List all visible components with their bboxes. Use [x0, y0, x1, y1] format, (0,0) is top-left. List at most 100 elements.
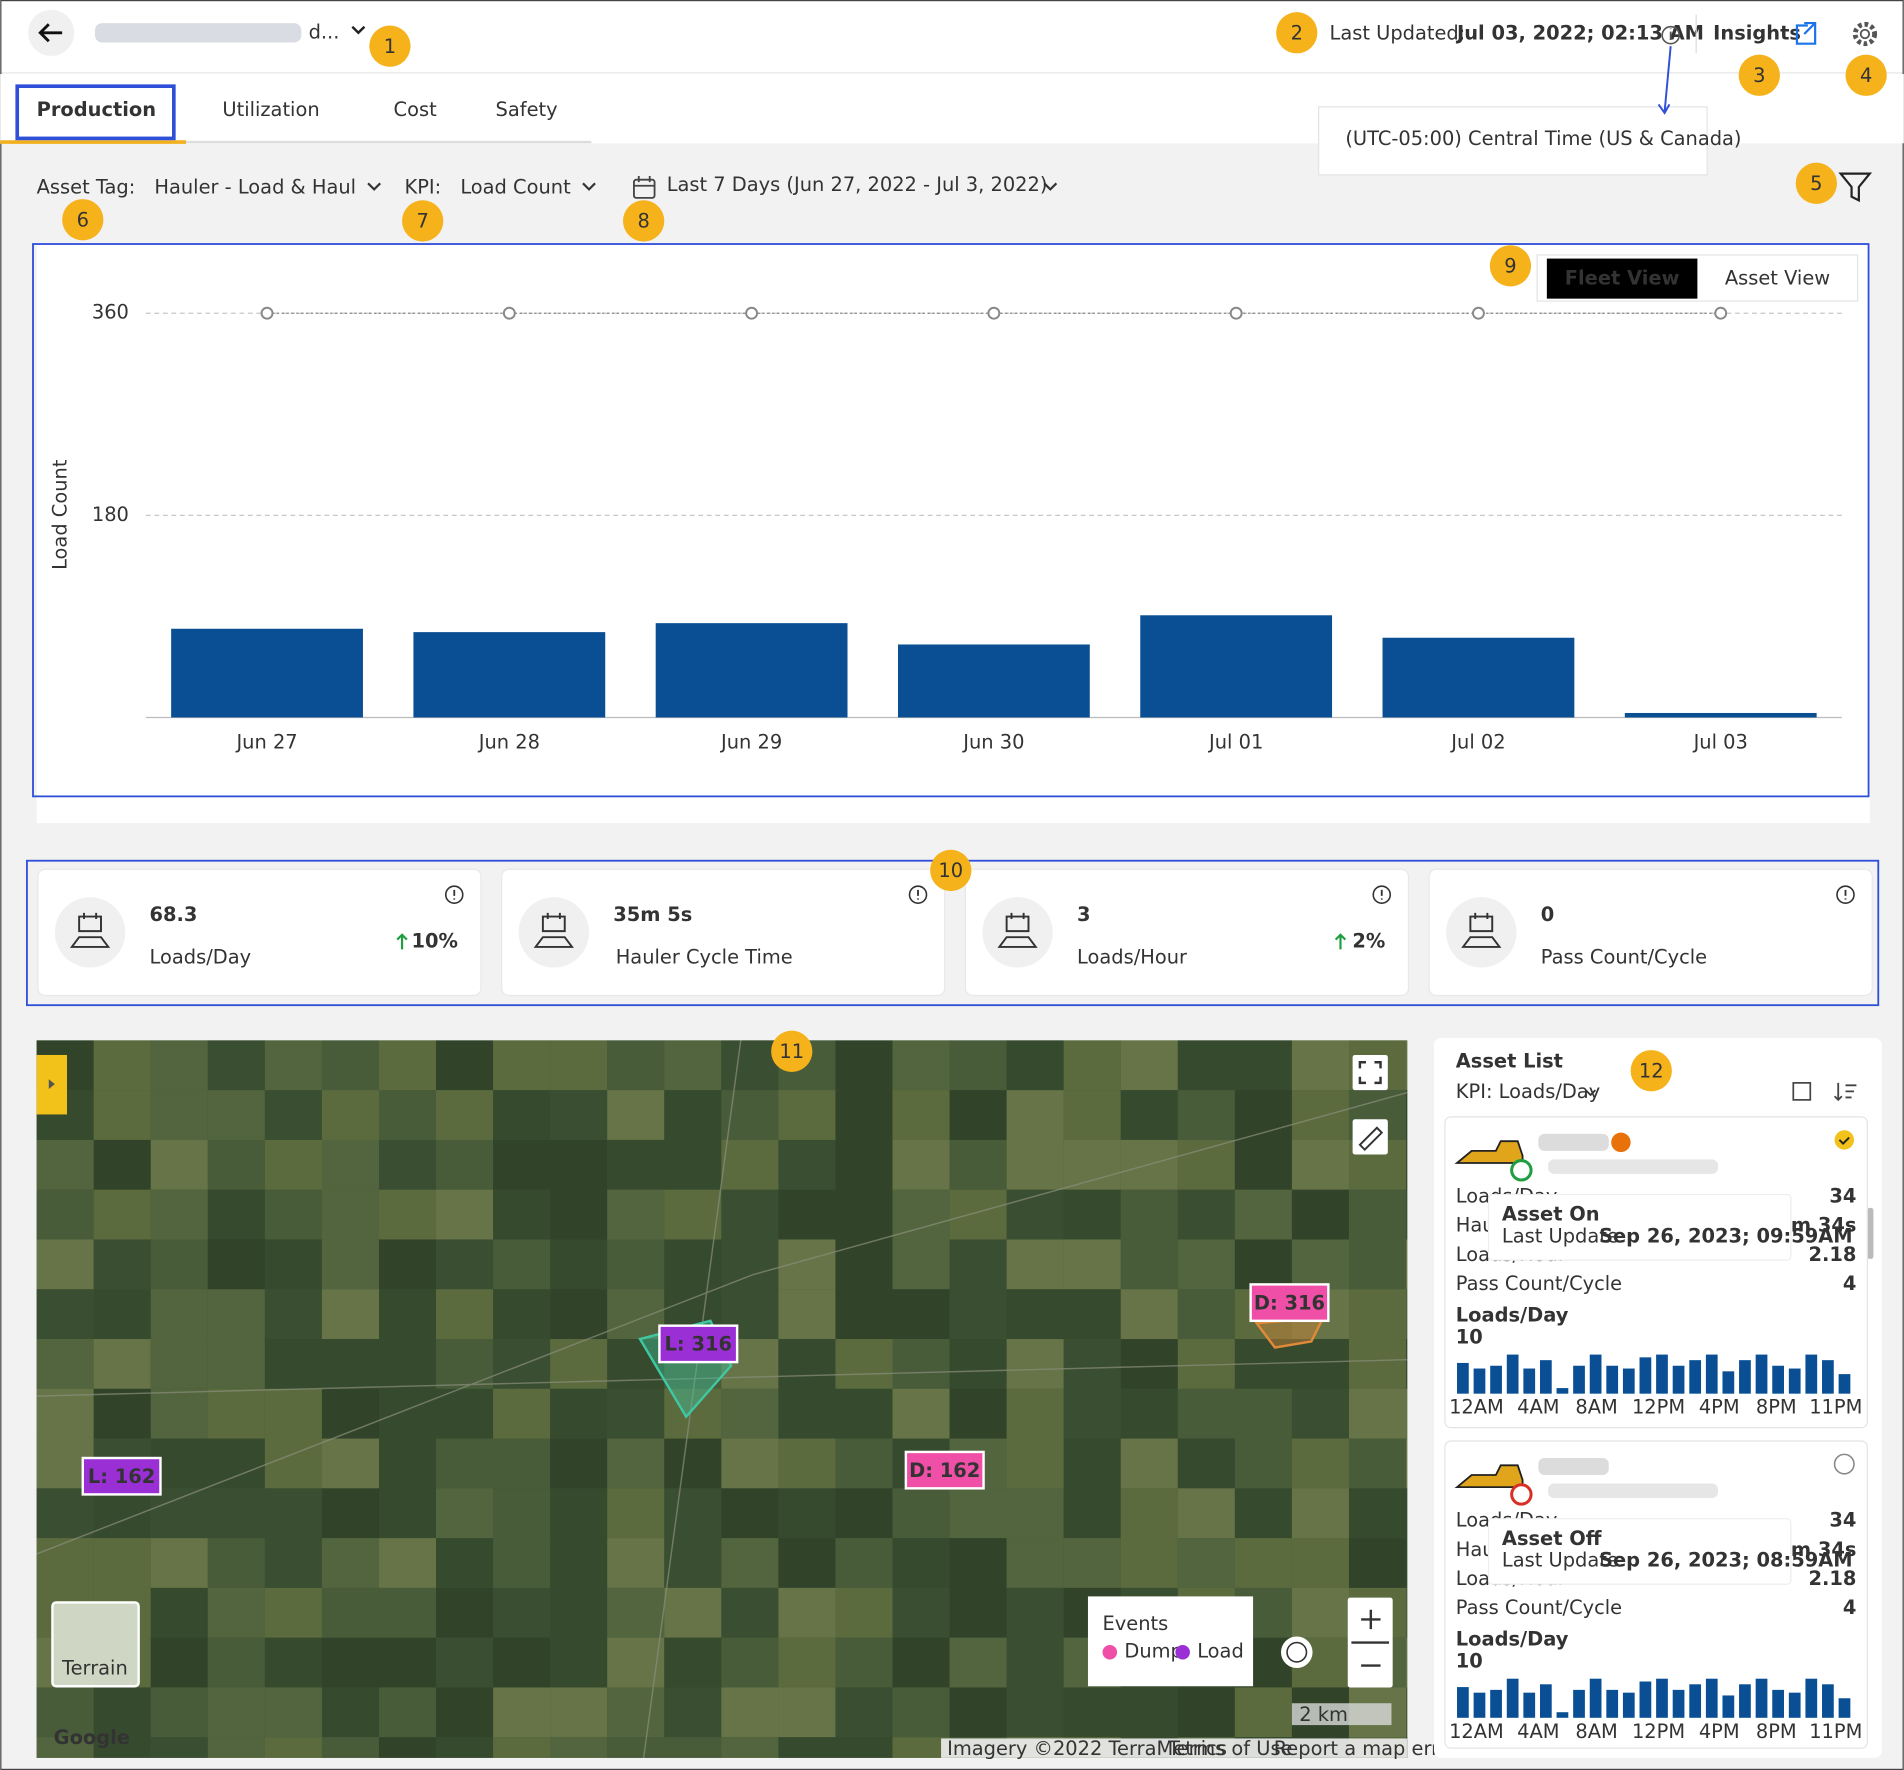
map-tile	[93, 1289, 151, 1340]
spark-bar	[1523, 1692, 1536, 1718]
map-tile	[321, 1239, 379, 1290]
spark-x-label: 4AM	[1517, 1396, 1559, 1419]
map-tile	[778, 1090, 836, 1140]
map-tile	[36, 1139, 94, 1190]
map-tile	[892, 1538, 950, 1588]
settings-icon[interactable]	[1852, 21, 1878, 47]
callout-number: 8	[637, 210, 649, 233]
map-info[interactable]	[1280, 1636, 1313, 1669]
asset-tag[interactable]: Hauler - Load & Haul	[154, 176, 356, 199]
toggle-option[interactable]: Asset View	[1725, 267, 1830, 290]
map-tile	[93, 1040, 151, 1091]
terrain-button[interactable]	[51, 1601, 140, 1688]
x-tick-label: Jul 03	[1693, 730, 1748, 753]
callout-number: 10	[938, 859, 963, 882]
map-button[interactable]	[1352, 1119, 1388, 1155]
map-tile	[378, 1737, 437, 1758]
map-tile	[36, 1339, 94, 1389]
map-tile	[1177, 1090, 1235, 1140]
asset-list-kpi[interactable]: KPI: Loads/Day	[1456, 1080, 1600, 1103]
map-tile	[550, 1737, 608, 1758]
map-tile	[1291, 1189, 1349, 1240]
filter-icon[interactable]	[1838, 172, 1873, 203]
date-range[interactable]: Last 7 Days (Jun 27, 2022 - Jul 3, 2022)	[667, 173, 1048, 196]
export-icon[interactable]	[1792, 1082, 1812, 1101]
info-icon[interactable]	[1661, 25, 1680, 45]
toggle-option[interactable]: Fleet View	[1565, 267, 1680, 290]
zone-label-bg[interactable]	[81, 1456, 162, 1496]
map-tile	[892, 1040, 950, 1091]
map-tile	[493, 1239, 551, 1290]
tab[interactable]: Production	[37, 98, 156, 121]
map-tile	[264, 1538, 322, 1588]
map-tile	[949, 1189, 1007, 1240]
map-tile	[550, 1090, 608, 1140]
map-tile	[36, 1488, 94, 1539]
bar	[171, 628, 363, 718]
map-tile	[93, 1687, 151, 1738]
map-tile	[1120, 1488, 1178, 1539]
info-icon[interactable]	[1372, 885, 1392, 904]
zone-label-bg[interactable]	[904, 1450, 985, 1490]
spark-bar	[1805, 1354, 1818, 1394]
tab[interactable]: Safety	[496, 98, 558, 121]
power-icon	[1510, 1159, 1533, 1182]
map-tile	[1177, 1239, 1235, 1290]
map-button[interactable]	[1352, 1054, 1388, 1091]
map-tile	[1291, 1339, 1349, 1389]
zone-label-bg[interactable]	[658, 1324, 739, 1364]
map-tile	[607, 1587, 665, 1638]
select-circle[interactable]	[1833, 1453, 1855, 1475]
map-tile	[664, 1587, 722, 1638]
chevron[interactable]	[351, 25, 366, 35]
map-tile	[1291, 1239, 1349, 1290]
map-tile	[93, 1388, 151, 1439]
spark-bar	[1457, 1687, 1469, 1718]
info-icon[interactable]	[444, 885, 464, 904]
map-tile	[264, 1189, 322, 1240]
kpi-icon	[1461, 912, 1502, 948]
map-tile	[1177, 1139, 1235, 1190]
map-tile	[721, 1239, 779, 1290]
map-tile	[721, 1587, 779, 1638]
info-icon[interactable]	[908, 885, 928, 904]
kpi-icon-bg	[54, 897, 126, 968]
map-tile	[207, 1538, 265, 1588]
map-tile	[321, 1090, 379, 1140]
map-tile	[949, 1139, 1007, 1190]
last-update-label: Last Update:	[1502, 1549, 1625, 1572]
map-tile	[892, 1090, 950, 1140]
map-tile	[1006, 1637, 1064, 1688]
map-tile	[93, 1538, 151, 1588]
insights-link[interactable]: Insights	[1713, 21, 1801, 44]
toggle-active[interactable]	[1546, 258, 1698, 299]
spark-bar	[1539, 1684, 1552, 1718]
target-point	[1714, 306, 1728, 320]
map-tile	[1406, 1637, 1408, 1688]
map-tile	[949, 1687, 1007, 1738]
spark-bar	[1622, 1368, 1635, 1394]
map-tile	[892, 1587, 950, 1638]
metric-value: 4	[1843, 1596, 1857, 1619]
back-arrow	[38, 23, 63, 43]
map-tile	[1006, 1438, 1064, 1489]
tab[interactable]: Utilization	[222, 98, 319, 121]
fullscreen-glyph	[1358, 1061, 1382, 1085]
map-tile	[1234, 1488, 1292, 1539]
map-tile	[1291, 1587, 1349, 1638]
spark-bar	[1573, 1365, 1585, 1394]
sort-icon[interactable]	[1833, 1082, 1857, 1102]
callout-number: 6	[77, 208, 89, 231]
spark-bar	[1788, 1692, 1801, 1718]
metric-value: 4	[1843, 1272, 1857, 1295]
kpi[interactable]: Load Count	[460, 176, 571, 199]
map-tile	[378, 1637, 437, 1688]
info-icon[interactable]	[1836, 885, 1855, 904]
zone-label-bg[interactable]	[1249, 1283, 1330, 1323]
tab[interactable]: Cost	[394, 98, 438, 121]
selected-check[interactable]	[1834, 1130, 1854, 1150]
map-tile	[892, 1289, 950, 1340]
asset-card[interactable]	[1444, 1440, 1868, 1749]
map-tile	[321, 1737, 379, 1758]
spark-bar	[1755, 1678, 1768, 1718]
